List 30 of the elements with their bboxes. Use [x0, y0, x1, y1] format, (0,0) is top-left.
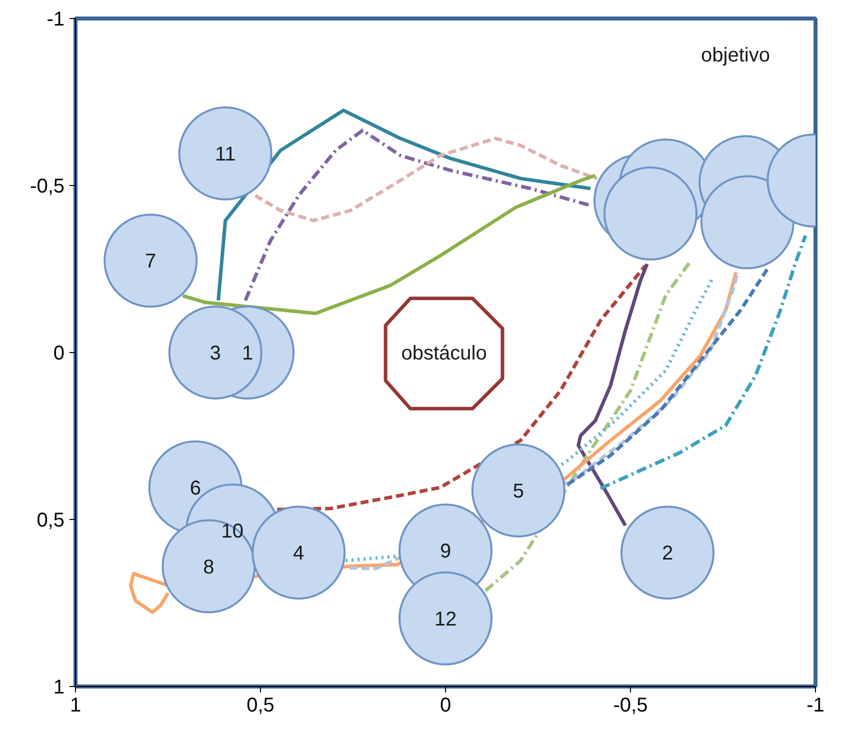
line-series [254, 136, 599, 222]
annotation: 4 [293, 542, 304, 565]
series-label: obstáculo [401, 342, 487, 364]
annotation: 2 [662, 542, 674, 565]
line-series [598, 234, 808, 490]
annotation: 7 [145, 250, 156, 273]
annotation: 3 [210, 342, 221, 364]
annotation: 11 [214, 143, 236, 166]
line-series [181, 174, 598, 316]
line-series [566, 267, 770, 486]
annotation: 12 [434, 608, 457, 630]
line-series [576, 262, 649, 528]
line-series [275, 264, 648, 512]
x-tick-label: 0,5 [246, 694, 274, 716]
annotation: 8 [203, 556, 214, 578]
y-tick-label: -0,5 [30, 176, 65, 198]
x-tick-label: -0,5 [613, 694, 648, 716]
annotation: 6 [190, 477, 201, 500]
y-tick-label: -1 [46, 8, 65, 30]
annotation: 10 [221, 520, 244, 543]
y-tick-label: 1 [53, 676, 64, 698]
annotation: 9 [440, 540, 452, 563]
x-tick-label: 0 [440, 694, 452, 716]
x-tick-label: -1 [806, 694, 824, 716]
y-tick-label: 0,5 [36, 510, 65, 532]
x-tick-label: 1 [70, 694, 82, 716]
annotation: 1 [242, 342, 254, 364]
y-tick-label: 0 [53, 342, 64, 364]
annotation: objetivo [701, 44, 770, 66]
annotation: 5 [512, 480, 524, 502]
